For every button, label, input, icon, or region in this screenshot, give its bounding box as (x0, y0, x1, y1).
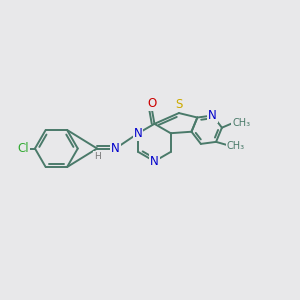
Text: S: S (175, 98, 183, 111)
Text: N: N (134, 127, 142, 140)
Text: H: H (94, 152, 100, 161)
Text: N: N (208, 109, 217, 122)
Text: CH₃: CH₃ (232, 118, 250, 128)
Text: CH₃: CH₃ (226, 141, 244, 151)
Text: O: O (148, 98, 157, 110)
Text: N: N (150, 155, 159, 168)
Text: N: N (111, 142, 120, 155)
Text: Cl: Cl (18, 142, 29, 155)
